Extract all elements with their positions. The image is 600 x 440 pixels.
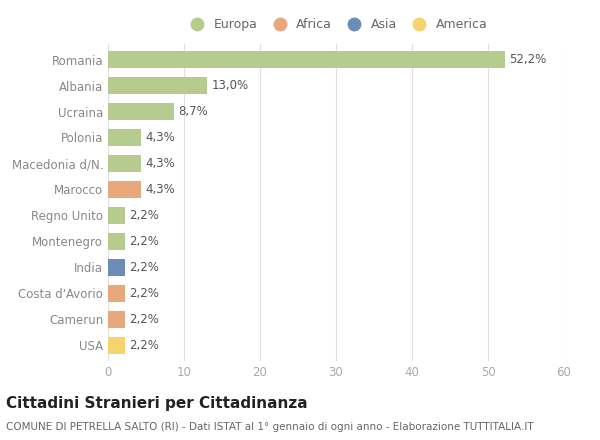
Bar — [108, 77, 207, 94]
Bar — [108, 259, 125, 276]
Bar — [108, 285, 125, 302]
Text: 2,2%: 2,2% — [129, 209, 159, 222]
Text: 2,2%: 2,2% — [129, 235, 159, 248]
Text: COMUNE DI PETRELLA SALTO (RI) - Dati ISTAT al 1° gennaio di ogni anno - Elaboraz: COMUNE DI PETRELLA SALTO (RI) - Dati IST… — [6, 422, 533, 433]
Bar — [108, 181, 140, 198]
Bar — [108, 207, 125, 224]
Text: 2,2%: 2,2% — [129, 261, 159, 274]
Text: 2,2%: 2,2% — [129, 339, 159, 352]
Text: Cittadini Stranieri per Cittadinanza: Cittadini Stranieri per Cittadinanza — [6, 396, 308, 411]
Bar — [108, 129, 140, 146]
Bar — [108, 103, 174, 120]
Text: 2,2%: 2,2% — [129, 287, 159, 300]
Bar — [108, 51, 505, 68]
Bar — [108, 337, 125, 354]
Text: 13,0%: 13,0% — [211, 79, 248, 92]
Text: 4,3%: 4,3% — [145, 157, 175, 170]
Text: 2,2%: 2,2% — [129, 313, 159, 326]
Bar — [108, 311, 125, 328]
Legend: Europa, Africa, Asia, America: Europa, Africa, Asia, America — [185, 18, 487, 31]
Bar — [108, 233, 125, 250]
Bar — [108, 155, 140, 172]
Text: 52,2%: 52,2% — [509, 53, 547, 66]
Text: 4,3%: 4,3% — [145, 131, 175, 144]
Text: 8,7%: 8,7% — [179, 105, 208, 118]
Text: 4,3%: 4,3% — [145, 183, 175, 196]
